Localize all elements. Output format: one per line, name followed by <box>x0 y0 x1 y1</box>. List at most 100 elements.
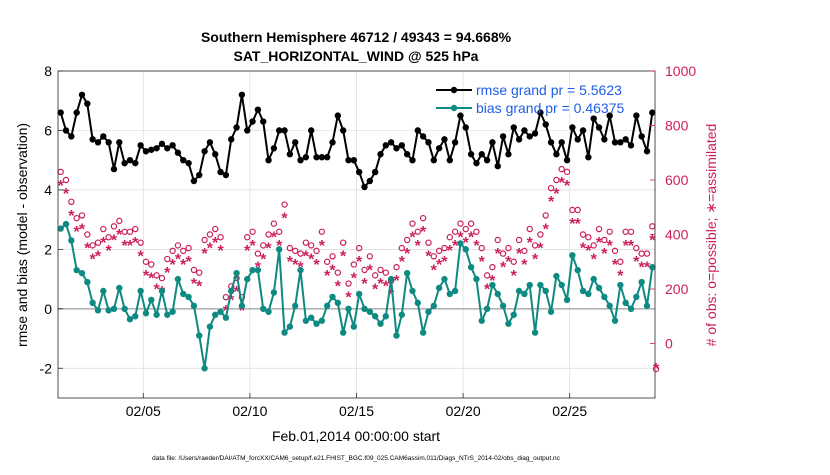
series-0-point-82 <box>494 162 501 170</box>
obs-assimilated-point-69: * <box>425 249 432 266</box>
obs-possible-point-71 <box>435 247 443 255</box>
series-0-point-85 <box>510 124 517 131</box>
obs-possible-point-60 <box>377 266 384 274</box>
obs-assimilated-point-17: * <box>148 270 155 287</box>
obs-possible-point-61 <box>382 269 390 276</box>
series-1-point-32 <box>228 287 235 295</box>
obs-possible-point-3 <box>73 214 80 222</box>
obs-assimilated-point-50: * <box>324 268 331 285</box>
series-1-point-5 <box>84 278 91 286</box>
obs-possible-point-83 <box>499 250 507 257</box>
obs-possible-point-96 <box>569 206 576 214</box>
series-1-point-101 <box>595 284 603 292</box>
series-1-point-80 <box>483 305 491 313</box>
series-0-point-111 <box>649 109 656 116</box>
obs-possible-point-80 <box>483 272 491 279</box>
obs-possible-point-46 <box>302 239 310 246</box>
series-1-point-8 <box>100 287 107 295</box>
obs-assimilated-point-15: * <box>138 249 145 266</box>
obs-possible-point-22 <box>174 242 182 249</box>
obs-assimilated-point-21: * <box>169 257 176 274</box>
series-0-point-109 <box>638 133 645 140</box>
series-0-point-108 <box>633 112 640 119</box>
series-0-point-28 <box>206 139 214 146</box>
obs-possible-point-81 <box>489 264 496 271</box>
obs-assimilated-point-105: * <box>617 268 624 285</box>
series-0-point-14 <box>132 159 139 167</box>
series-0-point-49 <box>318 154 326 161</box>
obs-possible-point-29 <box>212 225 219 233</box>
series-0-point-67 <box>414 127 421 134</box>
obs-assimilated-point-14: * <box>132 235 139 252</box>
obs-assimilated-point-20: * <box>164 265 171 282</box>
obs-assimilated-point-83: * <box>500 260 507 277</box>
series-1-point-104 <box>611 317 619 324</box>
obs-possible-point-106 <box>622 228 629 235</box>
obs-assimilated-point-7: * <box>95 249 102 266</box>
series-1-point-78 <box>473 275 480 283</box>
obs-assimilated-point-48: * <box>313 257 320 274</box>
obs-assimilated-point-59: * <box>372 281 379 298</box>
obs-possible-point-94 <box>558 165 565 173</box>
series-0-point-51 <box>329 139 336 146</box>
obs-assimilated-point-55: * <box>351 270 358 287</box>
y-right-tick-label-3: 600 <box>665 172 689 188</box>
assimilated-off-scale-circle <box>652 365 660 373</box>
series-1-point-48 <box>313 320 320 327</box>
series-0-point-32 <box>228 136 235 143</box>
series-1-point-46 <box>302 317 310 324</box>
series-1-point-110 <box>643 302 651 310</box>
obs-assimilated-point-101: * <box>596 235 603 252</box>
obs-possible-point-100 <box>590 242 597 249</box>
series-0-point-73 <box>446 156 453 164</box>
obs-assimilated-point-30: * <box>217 243 224 260</box>
off-scale-marker: * <box>652 361 660 378</box>
obs-assimilated-point-8: * <box>100 235 107 252</box>
obs-possible-point-72 <box>441 244 448 252</box>
series-0-point-95 <box>563 156 571 164</box>
obs-possible-point-93 <box>553 176 560 184</box>
obs-possible-point-15 <box>137 239 144 246</box>
obs-possible-point-9 <box>105 234 112 241</box>
obs-assimilated-point-77: * <box>468 230 475 247</box>
series-0-point-58 <box>366 177 374 185</box>
obs-assimilated-point-93: * <box>553 186 560 203</box>
series-1-point-106 <box>622 299 629 307</box>
series-0-point-66 <box>409 156 416 164</box>
series-0-point-106 <box>622 136 629 143</box>
legend-rmse-label: rmse grand pr = 5.5623 <box>476 82 622 98</box>
series-1-point-13 <box>126 316 134 323</box>
series-0-point-29 <box>212 151 219 158</box>
obs-possible-point-90 <box>537 231 544 238</box>
obs-possible-point-19 <box>158 274 166 282</box>
obs-assimilated-point-9: * <box>106 243 113 260</box>
obs-assimilated-point-75: * <box>457 230 464 247</box>
series-1-point-108 <box>633 293 640 301</box>
y-right-tick-label-1: 200 <box>665 281 689 297</box>
series-1-point-33 <box>233 269 240 277</box>
y-right-tick-label-0: 0 <box>665 336 673 352</box>
series-1-point-29 <box>212 311 219 318</box>
series-1-point-58 <box>366 308 374 315</box>
obs-possible-point-85 <box>510 258 517 265</box>
series-0-point-38 <box>260 118 267 125</box>
series-1-point-63 <box>393 332 400 339</box>
series-0-point-45 <box>297 156 304 164</box>
series-0-point-74 <box>451 139 459 146</box>
series-1-point-14 <box>132 313 139 320</box>
legend: rmse grand pr = 5.5623 bias grand pr = 0… <box>436 82 624 116</box>
series-1-point-75 <box>457 240 464 247</box>
series-0-point-8 <box>100 133 107 140</box>
series-0-point-50 <box>323 154 331 161</box>
series-0-point-52 <box>334 112 342 119</box>
series-1-point-72 <box>441 275 448 283</box>
obs-possible-point-65 <box>403 236 411 244</box>
obs-assimilated-point-44: * <box>292 257 299 274</box>
obs-assimilated-point-106: * <box>623 238 630 255</box>
obs-assimilated-point-87: * <box>521 257 528 274</box>
obs-assimilated-point-99: * <box>585 243 592 260</box>
footer-data-file: data file: /Users/raeder/DAI/ATM_forcXX/… <box>152 455 561 462</box>
series-1-point-89 <box>531 329 539 336</box>
obs-possible-point-87 <box>521 247 528 255</box>
obs-assimilated-point-2: * <box>68 208 75 225</box>
